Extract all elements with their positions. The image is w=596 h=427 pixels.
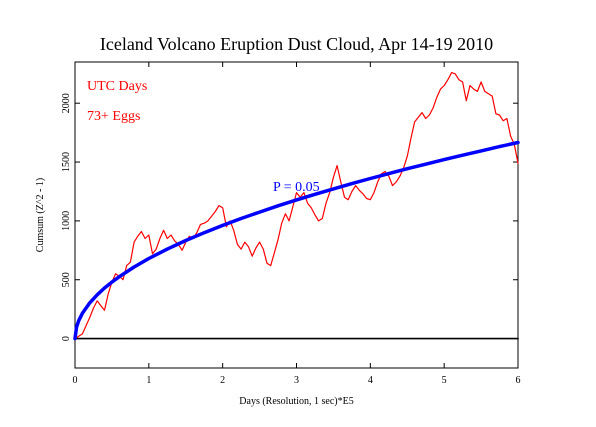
y-tick-label: 1000 (61, 211, 72, 231)
x-axis-title: Days (Resolution, 1 sec)*E5 (239, 396, 353, 407)
plot-area (74, 61, 519, 369)
x-tick-label: 4 (368, 375, 373, 386)
y-tick-label: 500 (61, 272, 72, 287)
series-layer (73, 71, 520, 341)
x-tick-label: 1 (146, 375, 151, 386)
x-tick-label: 3 (294, 375, 299, 386)
y-tick-label: 2000 (61, 93, 72, 113)
cumsum-series-line (74, 71, 519, 340)
x-tick-label: 0 (73, 375, 78, 386)
x-tick-label: 5 (442, 375, 447, 386)
y-tick-label: 1500 (61, 152, 72, 172)
legend-item-utc-days: UTC Days (87, 79, 147, 94)
x-tick-label: 6 (516, 375, 521, 386)
y-tick-label: 0 (61, 336, 72, 341)
p-005-envelope-line (73, 140, 520, 341)
x-axis-ticks: 0 1 2 3 4 5 6 (73, 62, 521, 386)
y-axis-title: Cumsum (Z^2 - 1) (35, 178, 46, 252)
p-value-annotation: P = 0.05 (273, 180, 320, 195)
chart-title: Iceland Volcano Eruption Dust Cloud, Apr… (100, 34, 493, 54)
legend-item-eggs: 73+ Eggs (87, 109, 140, 124)
x-tick-label: 2 (220, 375, 225, 386)
